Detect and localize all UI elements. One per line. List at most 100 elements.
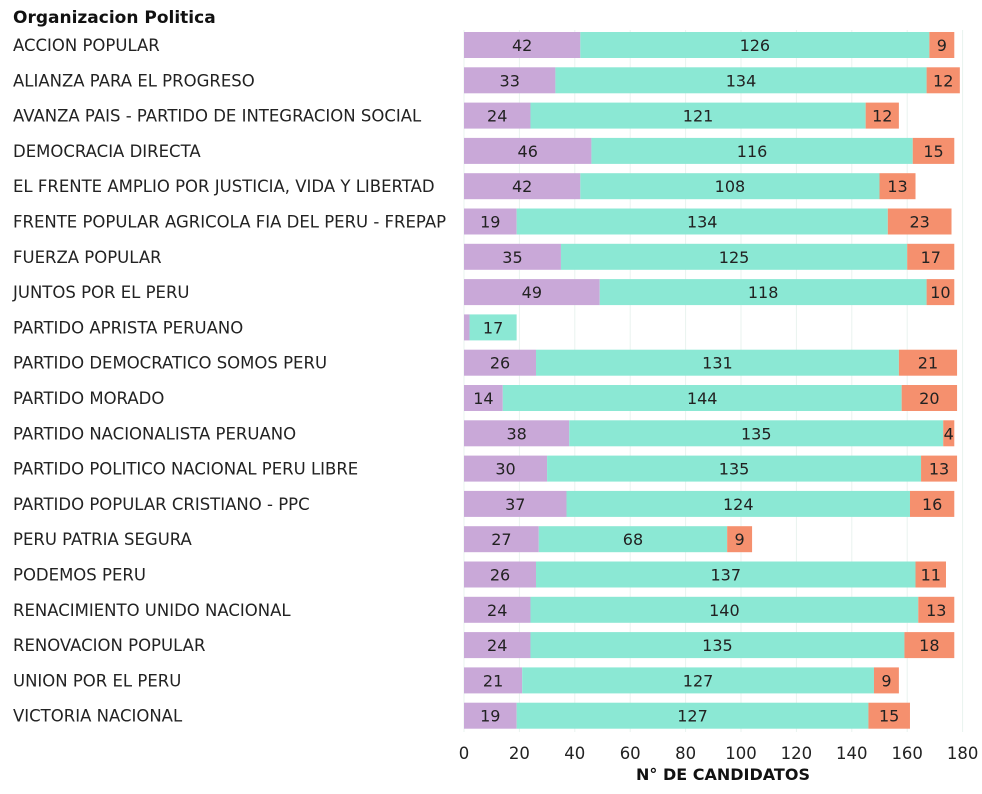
bar-segment: [865, 102, 899, 129]
bar-segment: [502, 385, 902, 411]
bar-value-label: 19: [480, 707, 500, 726]
bar-value-label: 46: [518, 142, 538, 161]
bar-segment: [555, 67, 927, 94]
bar-value-label: 24: [487, 636, 507, 655]
bar-segment: [566, 490, 910, 517]
bar-value-label: 33: [500, 71, 520, 90]
category-label: JUNTOS POR EL PERU: [12, 283, 190, 302]
bar-value-label: 135: [702, 636, 733, 655]
bar-segment: [464, 349, 537, 376]
category-label: ACCION POPULAR: [13, 36, 160, 55]
bar-value-label: 127: [677, 707, 708, 726]
x-tick-label: 140: [836, 744, 868, 763]
x-axis-ticks: 0 20 40 60 80 100 120 140 160 180: [459, 744, 979, 763]
bar-segment: [560, 243, 908, 270]
bar-segment: [464, 173, 581, 200]
bar-segment: [915, 561, 946, 588]
x-tick-label: 0: [459, 744, 470, 763]
bar-segment: [943, 420, 955, 447]
bar-value-label: 124: [723, 495, 754, 514]
bar-value-label: 13: [926, 601, 946, 620]
bar-segment: [464, 137, 592, 164]
bar-value-label: 42: [512, 177, 532, 196]
bar-value-label: 10: [930, 283, 950, 302]
bar-segment: [921, 455, 958, 482]
x-tick-label: 120: [781, 744, 813, 763]
bar-value-label: 18: [919, 636, 939, 655]
x-tick-label: 60: [620, 744, 641, 763]
bar-segment: [580, 32, 930, 58]
bar-segment: [464, 561, 537, 588]
bar-value-label: 21: [918, 354, 938, 373]
bar-value-label: 9: [881, 671, 891, 690]
bar-segment: [538, 526, 728, 553]
bar-value-label: 135: [719, 460, 750, 479]
bar-segment: [873, 667, 899, 694]
bar-value-label: 49: [522, 283, 542, 302]
bar-value-label: 9: [735, 530, 745, 549]
bar-value-label: 17: [921, 248, 941, 267]
category-label: PODEMOS PERU: [13, 566, 146, 585]
bar-value-label: 38: [506, 424, 526, 443]
bar-value-label: 134: [687, 213, 718, 232]
category-label: PARTIDO MORADO: [13, 389, 164, 408]
bar-value-label: 30: [495, 460, 515, 479]
bar-segment: [464, 314, 470, 341]
bar-value-label: 134: [726, 71, 757, 90]
bar-segment: [464, 596, 531, 623]
bar-segment: [727, 526, 753, 553]
category-label: VICTORIA NACIONAL: [13, 707, 183, 726]
bar-value-label: 140: [709, 601, 740, 620]
bar-value-label: 27: [491, 530, 511, 549]
bar-segment: [926, 67, 960, 94]
bar-value-label: 108: [715, 177, 746, 196]
bar-segment: [580, 173, 880, 200]
bar-value-label: 121: [683, 107, 714, 126]
bar-segment: [464, 243, 561, 270]
bar-segment: [901, 385, 958, 411]
bar-segment: [464, 702, 517, 729]
bar-value-label: 21: [483, 671, 503, 690]
bar-value-label: 118: [748, 283, 779, 302]
bar-segment: [926, 279, 955, 306]
x-tick-label: 160: [891, 744, 923, 763]
category-label: ALIANZA PARA EL PROGRESO: [13, 71, 255, 90]
x-tick-label: 20: [509, 744, 530, 763]
bar-segment: [898, 349, 958, 376]
x-axis-title: N° DE CANDIDATOS: [636, 765, 810, 784]
category-label: PARTIDO POLITICO NACIONAL PERU LIBRE: [13, 460, 358, 479]
bar-value-label: 135: [741, 424, 772, 443]
bar-segment: [907, 243, 955, 270]
bar-segment: [464, 455, 548, 482]
bar-value-label: 137: [710, 566, 741, 585]
bar-value-label: 13: [887, 177, 907, 196]
bar-value-label: 11: [921, 566, 941, 585]
bar-segment: [569, 420, 944, 447]
bar-segment: [464, 632, 531, 659]
bar-value-label: 24: [487, 107, 507, 126]
category-labels: ACCION POPULAR ALIANZA PARA EL PROGRESO AV…: [12, 36, 446, 726]
bar-value-label: 126: [740, 36, 771, 55]
category-label: AVANZA PAIS - PARTIDO DE INTEGRACION SOC…: [13, 107, 422, 126]
bar-segment: [887, 208, 952, 235]
bar-value-label: 131: [702, 354, 733, 373]
bar-value-label: 12: [933, 71, 953, 90]
bar-value-label: 16: [922, 495, 942, 514]
bar-value-label: 68: [623, 530, 643, 549]
category-label: PARTIDO DEMOCRATICO SOMOS PERU: [13, 354, 327, 373]
bar-segment: [536, 349, 899, 376]
bar-segment: [469, 314, 517, 341]
bar-segment: [516, 208, 888, 235]
bar-value-label: 19: [480, 213, 500, 232]
bar-value-label: 26: [490, 566, 510, 585]
category-label: PARTIDO POPULAR CRISTIANO - PPC: [13, 495, 310, 514]
bar-value-label: 4: [944, 424, 954, 443]
bar-value-label: 23: [909, 213, 929, 232]
category-label: RENACIMIENTO UNIDO NACIONAL: [13, 601, 291, 620]
row-header: Organizacion Politica: [13, 8, 216, 28]
bar-segment: [912, 137, 955, 164]
category-label: FUERZA POPULAR: [13, 248, 162, 267]
bar-segment: [464, 526, 539, 553]
bar-value-label: 127: [683, 671, 714, 690]
